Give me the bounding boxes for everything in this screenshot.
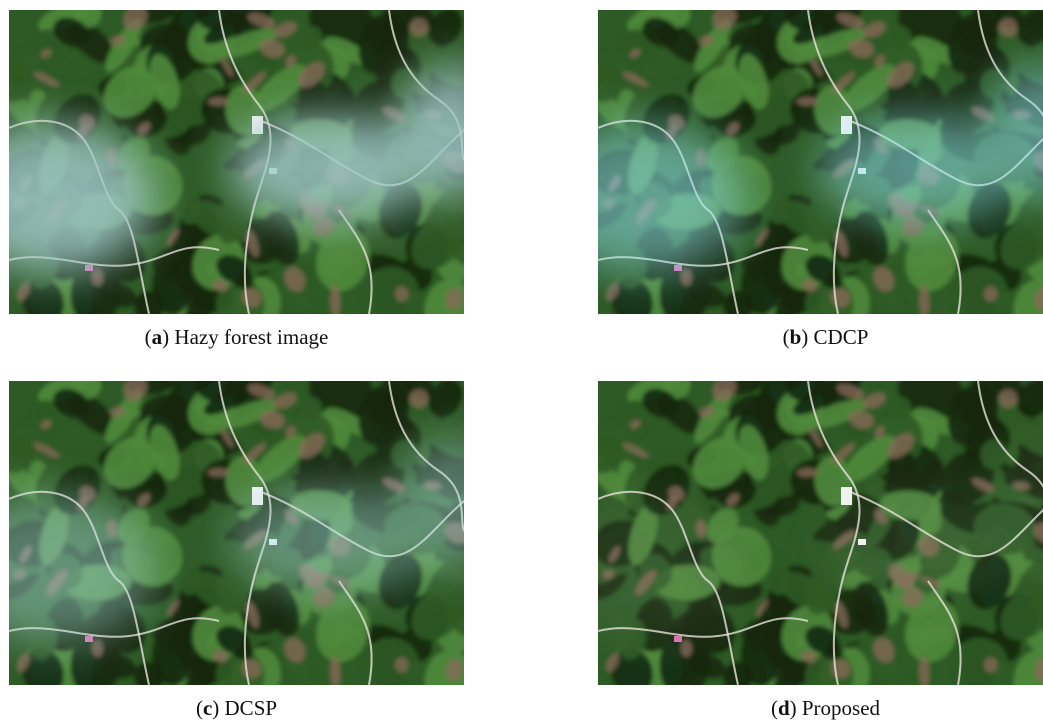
forest-scene — [598, 381, 1043, 685]
panel-b: (b) CDCP — [598, 10, 1043, 349]
panel-c: (c) DCSP — [9, 381, 464, 720]
satellite-image-proposed — [598, 381, 1043, 685]
caption-d: (d) Proposed — [770, 696, 881, 720]
caption-letter: d — [777, 696, 790, 720]
caption-text: DCSP — [224, 696, 278, 720]
caption-text: Hazy forest image — [174, 325, 329, 349]
caption-letter: c — [202, 696, 213, 720]
satellite-image-cdcp — [598, 10, 1043, 314]
caption-text: CDCP — [813, 325, 869, 349]
forest-scene — [598, 10, 1043, 314]
caption-letter: a — [151, 325, 163, 349]
caption-letter: b — [789, 325, 802, 349]
caption-c: (c) DCSP — [195, 696, 278, 720]
satellite-image-hazy — [9, 10, 464, 314]
caption-a: (a) Hazy forest image — [144, 325, 329, 349]
satellite-image-dcsp — [9, 381, 464, 685]
caption-text: Proposed — [801, 696, 881, 720]
panel-d: (d) Proposed — [598, 381, 1043, 720]
forest-scene — [9, 381, 464, 685]
panel-a: (a) Hazy forest image — [9, 10, 464, 349]
caption-b: (b) CDCP — [782, 325, 869, 349]
forest-scene — [9, 10, 464, 314]
